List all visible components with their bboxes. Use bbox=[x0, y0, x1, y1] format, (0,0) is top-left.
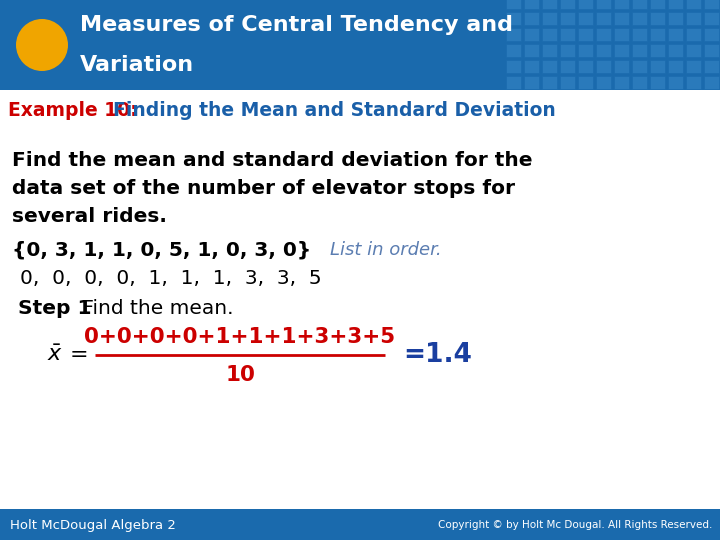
FancyBboxPatch shape bbox=[560, 12, 575, 25]
FancyBboxPatch shape bbox=[632, 60, 647, 73]
FancyBboxPatch shape bbox=[596, 44, 611, 57]
FancyBboxPatch shape bbox=[0, 0, 720, 90]
FancyBboxPatch shape bbox=[614, 60, 629, 73]
FancyBboxPatch shape bbox=[560, 28, 575, 41]
Text: Finding the Mean and Standard Deviation: Finding the Mean and Standard Deviation bbox=[113, 100, 556, 119]
FancyBboxPatch shape bbox=[686, 60, 701, 73]
Text: several rides.: several rides. bbox=[12, 207, 167, 226]
FancyBboxPatch shape bbox=[578, 28, 593, 41]
FancyBboxPatch shape bbox=[614, 44, 629, 57]
FancyBboxPatch shape bbox=[560, 0, 575, 9]
FancyBboxPatch shape bbox=[542, 60, 557, 73]
FancyBboxPatch shape bbox=[650, 12, 665, 25]
FancyBboxPatch shape bbox=[542, 44, 557, 57]
FancyBboxPatch shape bbox=[506, 60, 521, 73]
Text: Variation: Variation bbox=[80, 55, 194, 75]
FancyBboxPatch shape bbox=[650, 0, 665, 9]
FancyBboxPatch shape bbox=[668, 28, 683, 41]
FancyBboxPatch shape bbox=[632, 0, 647, 9]
FancyBboxPatch shape bbox=[542, 76, 557, 89]
Text: Find the mean.: Find the mean. bbox=[76, 299, 233, 318]
FancyBboxPatch shape bbox=[524, 28, 539, 41]
FancyBboxPatch shape bbox=[686, 28, 701, 41]
FancyBboxPatch shape bbox=[506, 28, 521, 41]
FancyBboxPatch shape bbox=[632, 28, 647, 41]
FancyBboxPatch shape bbox=[542, 28, 557, 41]
Text: =: = bbox=[70, 345, 89, 365]
FancyBboxPatch shape bbox=[542, 12, 557, 25]
FancyBboxPatch shape bbox=[650, 76, 665, 89]
FancyBboxPatch shape bbox=[704, 12, 719, 25]
Text: Copyright © by Holt Mc Dougal. All Rights Reserved.: Copyright © by Holt Mc Dougal. All Right… bbox=[438, 520, 712, 530]
FancyBboxPatch shape bbox=[614, 28, 629, 41]
FancyBboxPatch shape bbox=[578, 12, 593, 25]
FancyBboxPatch shape bbox=[704, 44, 719, 57]
FancyBboxPatch shape bbox=[596, 76, 611, 89]
FancyBboxPatch shape bbox=[560, 76, 575, 89]
FancyBboxPatch shape bbox=[686, 44, 701, 57]
FancyBboxPatch shape bbox=[686, 76, 701, 89]
Text: 0+0+0+0+1+1+1+3+3+5: 0+0+0+0+1+1+1+3+3+5 bbox=[84, 327, 395, 347]
FancyBboxPatch shape bbox=[578, 60, 593, 73]
FancyBboxPatch shape bbox=[578, 0, 593, 9]
FancyBboxPatch shape bbox=[560, 60, 575, 73]
FancyBboxPatch shape bbox=[524, 44, 539, 57]
FancyBboxPatch shape bbox=[668, 44, 683, 57]
Text: Find the mean and standard deviation for the: Find the mean and standard deviation for… bbox=[12, 151, 533, 170]
FancyBboxPatch shape bbox=[542, 0, 557, 9]
Text: 10: 10 bbox=[225, 365, 255, 385]
FancyBboxPatch shape bbox=[704, 60, 719, 73]
Circle shape bbox=[16, 19, 68, 71]
Text: Step 1: Step 1 bbox=[18, 299, 91, 318]
FancyBboxPatch shape bbox=[524, 76, 539, 89]
FancyBboxPatch shape bbox=[560, 44, 575, 57]
FancyBboxPatch shape bbox=[506, 0, 521, 9]
Text: $\bar{x}$: $\bar{x}$ bbox=[47, 344, 63, 366]
Text: Measures of Central Tendency and: Measures of Central Tendency and bbox=[80, 15, 513, 35]
FancyBboxPatch shape bbox=[632, 76, 647, 89]
FancyBboxPatch shape bbox=[614, 12, 629, 25]
Text: data set of the number of elevator stops for: data set of the number of elevator stops… bbox=[12, 179, 515, 198]
FancyBboxPatch shape bbox=[686, 12, 701, 25]
FancyBboxPatch shape bbox=[596, 0, 611, 9]
FancyBboxPatch shape bbox=[704, 0, 719, 9]
FancyBboxPatch shape bbox=[650, 60, 665, 73]
FancyBboxPatch shape bbox=[668, 60, 683, 73]
FancyBboxPatch shape bbox=[614, 0, 629, 9]
FancyBboxPatch shape bbox=[668, 0, 683, 9]
FancyBboxPatch shape bbox=[596, 28, 611, 41]
FancyBboxPatch shape bbox=[0, 509, 720, 540]
FancyBboxPatch shape bbox=[596, 12, 611, 25]
Text: List in order.: List in order. bbox=[330, 241, 441, 259]
FancyBboxPatch shape bbox=[596, 60, 611, 73]
FancyBboxPatch shape bbox=[506, 76, 521, 89]
Text: =1.4: =1.4 bbox=[403, 342, 472, 368]
FancyBboxPatch shape bbox=[704, 76, 719, 89]
FancyBboxPatch shape bbox=[632, 44, 647, 57]
FancyBboxPatch shape bbox=[614, 76, 629, 89]
FancyBboxPatch shape bbox=[668, 12, 683, 25]
Text: Example 10:: Example 10: bbox=[8, 100, 138, 119]
Text: Holt McDougal Algebra 2: Holt McDougal Algebra 2 bbox=[10, 518, 176, 531]
FancyBboxPatch shape bbox=[704, 28, 719, 41]
FancyBboxPatch shape bbox=[632, 12, 647, 25]
FancyBboxPatch shape bbox=[686, 0, 701, 9]
FancyBboxPatch shape bbox=[524, 60, 539, 73]
FancyBboxPatch shape bbox=[524, 12, 539, 25]
FancyBboxPatch shape bbox=[506, 44, 521, 57]
Text: 0,  0,  0,  0,  1,  1,  1,  3,  3,  5: 0, 0, 0, 0, 1, 1, 1, 3, 3, 5 bbox=[20, 269, 322, 288]
FancyBboxPatch shape bbox=[650, 44, 665, 57]
FancyBboxPatch shape bbox=[524, 0, 539, 9]
FancyBboxPatch shape bbox=[650, 28, 665, 41]
FancyBboxPatch shape bbox=[578, 44, 593, 57]
FancyBboxPatch shape bbox=[506, 12, 521, 25]
Text: {0, 3, 1, 1, 0, 5, 1, 0, 3, 0}: {0, 3, 1, 1, 0, 5, 1, 0, 3, 0} bbox=[12, 241, 311, 260]
FancyBboxPatch shape bbox=[578, 76, 593, 89]
FancyBboxPatch shape bbox=[668, 76, 683, 89]
